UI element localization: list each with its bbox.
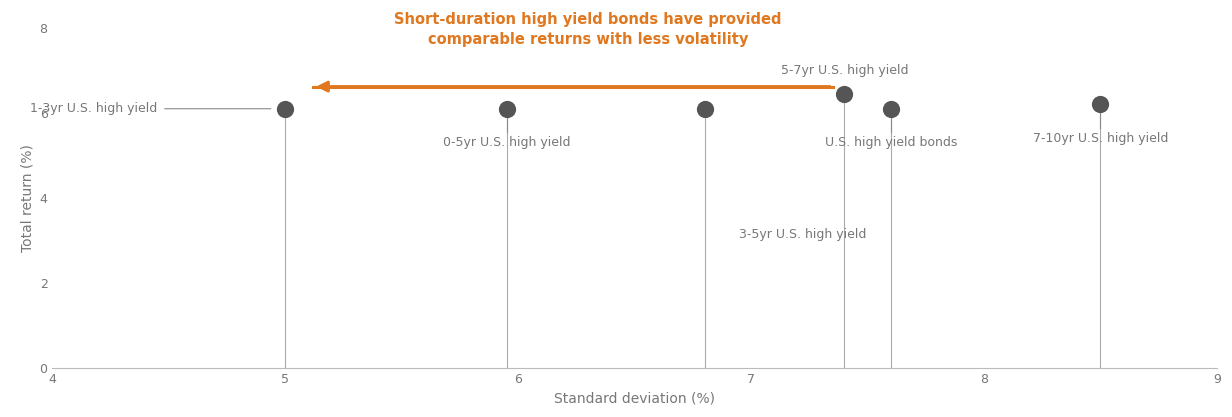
Text: 1-3yr U.S. high yield: 1-3yr U.S. high yield xyxy=(30,102,158,115)
Point xyxy=(881,106,901,112)
Text: 3-5yr U.S. high yield: 3-5yr U.S. high yield xyxy=(739,228,867,241)
Text: Short-duration high yield bonds have provided
comparable returns with less volat: Short-duration high yield bonds have pro… xyxy=(394,12,782,47)
Point xyxy=(1090,101,1110,108)
Point xyxy=(276,106,296,112)
Text: 0-5yr U.S. high yield: 0-5yr U.S. high yield xyxy=(442,136,570,149)
Text: U.S. high yield bonds: U.S. high yield bonds xyxy=(824,136,957,149)
Y-axis label: Total return (%): Total return (%) xyxy=(20,144,34,252)
Point xyxy=(496,106,516,112)
Text: 5-7yr U.S. high yield: 5-7yr U.S. high yield xyxy=(781,64,908,77)
Text: 7-10yr U.S. high yield: 7-10yr U.S. high yield xyxy=(1032,132,1168,145)
Point xyxy=(834,90,854,97)
Point xyxy=(695,106,715,112)
X-axis label: Standard deviation (%): Standard deviation (%) xyxy=(554,392,716,406)
